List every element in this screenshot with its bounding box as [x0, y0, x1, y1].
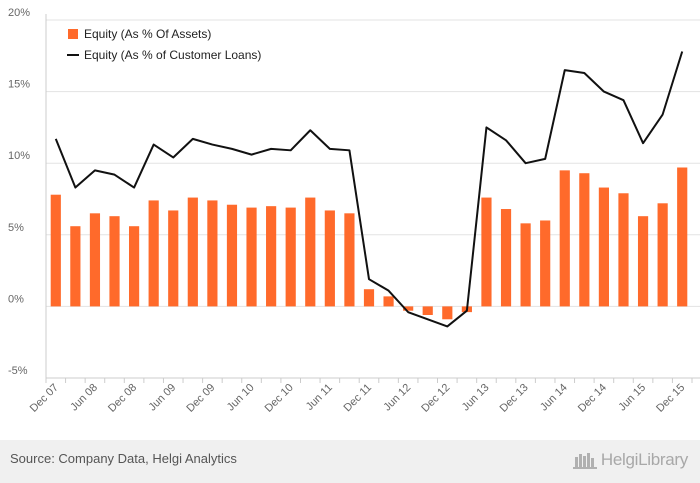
bar[interactable] [246, 207, 257, 307]
x-tick-label: Dec 12 [419, 382, 452, 415]
bar[interactable] [677, 167, 688, 307]
y-tick-label: 20% [8, 7, 30, 19]
line-series [54, 51, 684, 328]
x-tick-label: Jun 13 [460, 382, 492, 414]
x-tick-label: Dec 14 [576, 382, 609, 415]
brand-logo[interactable]: HelgiLibrary [572, 449, 688, 471]
x-tick-label: Dec 15 [654, 382, 687, 415]
bar[interactable] [520, 223, 531, 307]
bar[interactable] [324, 210, 335, 307]
x-tick-label: Jun 15 [616, 382, 648, 414]
x-tick-label: Jun 10 [225, 382, 257, 414]
y-tick-label: 15% [8, 79, 30, 91]
bar[interactable] [187, 197, 198, 307]
bar[interactable] [559, 170, 570, 307]
bar[interactable] [383, 296, 394, 307]
x-tick-label: Dec 13 [498, 382, 531, 415]
legend-label: Equity (As % of Customer Loans) [84, 48, 261, 62]
bar[interactable] [70, 226, 81, 307]
bar[interactable] [285, 207, 296, 307]
footer: Source: Company Data, Helgi Analytics He… [0, 440, 700, 483]
x-tick-label: Jun 12 [381, 382, 413, 414]
library-icon [572, 453, 597, 469]
chart: -5% 0% 5% 10% 15% 20% Dec 07 Jun 08 Dec 08 Jun 09… [8, 7, 700, 415]
axes: -5% 0% 5% 10% 15% 20% Dec 07 Jun 08 Dec 08 Jun 09… [8, 7, 700, 415]
y-tick-label: 10% [8, 150, 30, 162]
bar[interactable] [207, 200, 218, 307]
x-tick-label: Jun 14 [538, 382, 570, 414]
x-tick-label: Jun 11 [304, 382, 335, 413]
bar-series [50, 167, 688, 320]
line-path[interactable] [54, 51, 684, 328]
bar[interactable] [618, 193, 629, 307]
bar[interactable] [109, 216, 120, 307]
x-tick-label: Jun 09 [147, 382, 179, 414]
legend-swatch-bar [68, 29, 78, 39]
x-tick-label: Dec 07 [28, 382, 61, 415]
legend-label: Equity (As % Of Assets) [84, 27, 211, 41]
bar[interactable] [403, 306, 414, 311]
bar[interactable] [579, 173, 590, 307]
x-tick-label: Dec 11 [342, 382, 375, 415]
bar[interactable] [500, 209, 512, 307]
bar[interactable] [305, 197, 316, 307]
bar[interactable] [422, 306, 433, 315]
bar[interactable] [442, 306, 453, 320]
y-tick-label: 0% [8, 293, 24, 305]
bar[interactable] [266, 206, 277, 307]
bar[interactable] [148, 200, 159, 307]
x-tick-label: Dec 09 [184, 382, 217, 415]
bar[interactable] [363, 289, 375, 307]
x-tick-label: Dec 10 [263, 382, 296, 415]
x-tick-label: Jun 08 [68, 382, 100, 414]
bar[interactable] [50, 194, 61, 307]
bar[interactable] [481, 197, 492, 307]
bar[interactable] [344, 213, 355, 307]
bar[interactable] [226, 204, 238, 307]
bar[interactable] [89, 213, 101, 307]
bar[interactable] [129, 226, 140, 307]
brand-name: HelgiLibrary [600, 450, 688, 469]
x-tick-label: Dec 08 [106, 382, 139, 415]
y-tick-label: -5% [8, 365, 28, 377]
bar[interactable] [540, 220, 551, 307]
bar[interactable] [168, 210, 179, 307]
bar[interactable] [657, 203, 668, 307]
bar[interactable] [637, 216, 649, 307]
legend: Equity (As % Of Assets) Equity (As % of C… [67, 27, 261, 62]
source-note: Source: Company Data, Helgi Analytics [10, 451, 237, 466]
y-tick-label: 5% [8, 222, 24, 234]
bar[interactable] [598, 187, 609, 307]
